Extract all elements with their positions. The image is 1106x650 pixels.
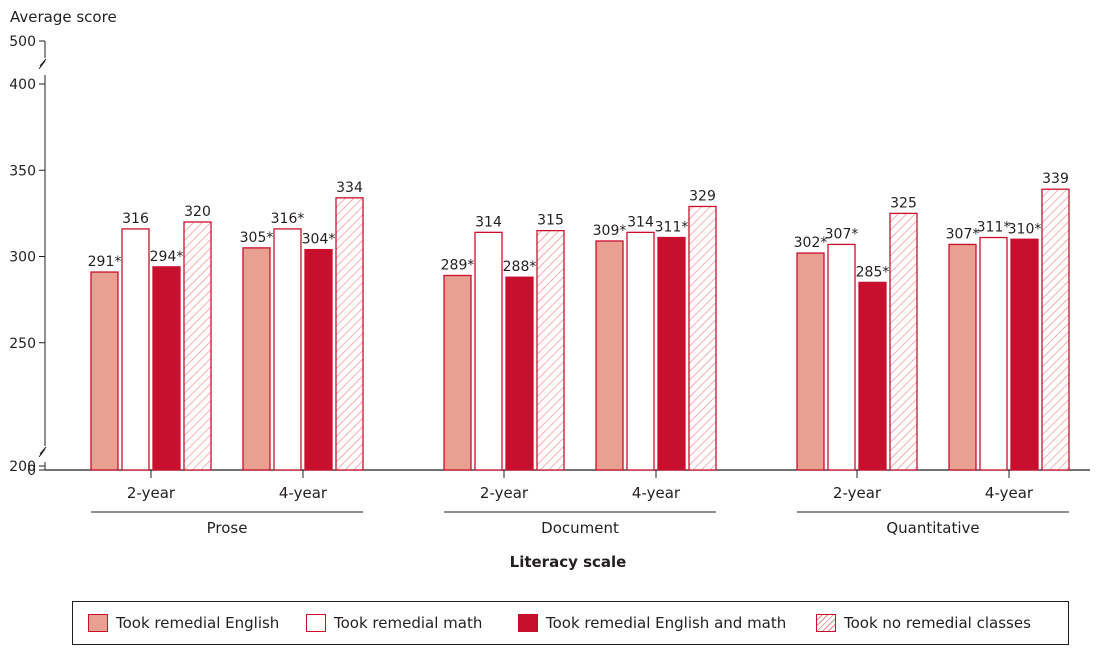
bar-value-label: 291* xyxy=(88,254,122,270)
x-group-label: Quantitative xyxy=(886,519,979,537)
y-axis-title: Average score xyxy=(10,8,117,26)
y-tick-label: 350 xyxy=(9,163,36,179)
x-subgroup-label: 2-year xyxy=(833,484,882,502)
x-axis-labels: 2-year 4-year Prose 2-year 4-year Document 2-y… xyxy=(91,470,1069,537)
bar xyxy=(335,197,364,471)
bar-value-label: 334 xyxy=(336,180,363,196)
legend-swatch-remedial-math xyxy=(306,614,326,632)
bar-value-label: 339 xyxy=(1042,171,1069,187)
bar xyxy=(536,229,565,471)
bar xyxy=(626,231,655,471)
bar xyxy=(90,271,119,471)
bar-value-label: 285* xyxy=(856,264,890,280)
bar-value-label: 325 xyxy=(890,195,917,211)
y-tick-label: 300 xyxy=(9,250,36,266)
bar-value-label: 289* xyxy=(441,257,475,273)
legend-item-remedial-english-and-math: Took remedial English and math xyxy=(518,613,786,633)
legend-label: Took remedial English and math xyxy=(546,614,787,632)
legend-swatch-no-remedial-classes xyxy=(816,614,836,632)
bar-value-label: 311* xyxy=(655,220,689,236)
bar xyxy=(474,231,503,471)
bar xyxy=(858,281,887,471)
bar-value-label: 307* xyxy=(825,226,859,242)
bar xyxy=(121,228,150,471)
y-tick-label: 500 xyxy=(9,34,36,50)
bar-value-label: 311* xyxy=(977,220,1011,236)
x-subgroup-label: 2-year xyxy=(480,484,529,502)
bar-value-label: 305* xyxy=(240,230,274,246)
bar xyxy=(443,274,472,471)
x-subgroup-label: 4-year xyxy=(985,484,1034,502)
y-tick-label: 200 xyxy=(9,459,36,475)
bar-value-label: 294* xyxy=(150,249,184,265)
y-tick-label: 0 xyxy=(27,463,36,479)
bar-value-label: 316 xyxy=(122,211,149,227)
bar xyxy=(948,243,977,471)
legend-label: Took remedial math xyxy=(334,614,483,632)
bar-value-label: 304* xyxy=(302,232,336,248)
bar-value-label: 320 xyxy=(184,204,211,220)
bar-value-label: 329 xyxy=(689,188,716,204)
bar xyxy=(304,248,333,471)
bar xyxy=(1041,188,1070,471)
bar xyxy=(889,212,918,471)
bar xyxy=(979,236,1008,471)
legend-label: Took remedial English xyxy=(116,614,280,632)
bar xyxy=(595,240,624,471)
legend-item-no-remedial-classes: Took no remedial classes xyxy=(816,613,1031,633)
legend-swatch-remedial-english xyxy=(88,614,108,632)
bar-value-label: 316* xyxy=(271,211,305,227)
bar xyxy=(505,276,534,471)
bar-value-label: 288* xyxy=(503,259,537,275)
bar xyxy=(273,228,302,471)
x-group-label: Prose xyxy=(207,519,248,537)
bar-value-label: 315 xyxy=(537,213,564,229)
bar-value-label: 307* xyxy=(946,226,980,242)
bar xyxy=(688,205,717,471)
bar xyxy=(827,243,856,471)
axis-break-mark xyxy=(38,58,47,70)
bar xyxy=(796,252,825,471)
bar xyxy=(657,236,686,471)
x-axis-title: Literacy scale xyxy=(510,553,627,571)
x-subgroup-label: 4-year xyxy=(632,484,681,502)
bar-value-label: 314 xyxy=(627,214,654,230)
bar xyxy=(242,247,271,471)
bars xyxy=(90,188,1070,471)
x-group-label: Document xyxy=(541,519,619,537)
legend-swatch-remedial-english-and-math xyxy=(518,614,538,632)
legend-label: Took no remedial classes xyxy=(844,614,1031,632)
bar xyxy=(183,221,212,471)
bar xyxy=(1010,238,1039,471)
y-tick-label: 250 xyxy=(9,336,36,352)
legend-item-remedial-english: Took remedial English xyxy=(88,613,279,633)
bar-value-label: 314 xyxy=(475,214,502,230)
y-tick-label: 400 xyxy=(9,77,36,93)
bar-value-label: 310* xyxy=(1008,221,1042,237)
x-subgroup-label: 2-year xyxy=(127,484,176,502)
x-subgroup-label: 4-year xyxy=(279,484,328,502)
bar xyxy=(152,266,181,471)
bar-value-label: 302* xyxy=(794,235,828,251)
legend-item-remedial-math: Took remedial math xyxy=(306,613,482,633)
bar-value-label: 309* xyxy=(593,223,627,239)
legend: Took remedial English Took remedial math… xyxy=(72,601,1069,645)
axis-break-mark xyxy=(38,446,47,458)
bar-labels: 291* 316 294* 320 305* 316* 304* 334 289* 314 288*… xyxy=(88,171,1069,280)
